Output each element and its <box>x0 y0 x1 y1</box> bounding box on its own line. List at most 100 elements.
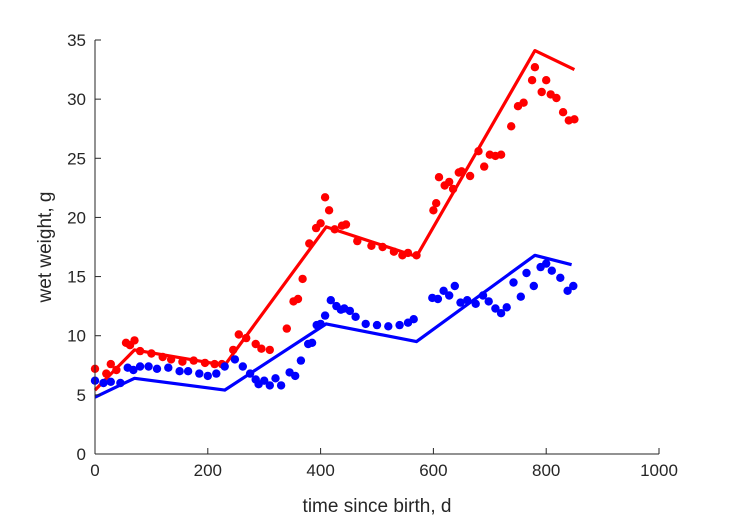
data-point <box>251 339 260 349</box>
data-point <box>203 371 212 381</box>
data-point <box>175 367 184 376</box>
data-point <box>144 362 153 371</box>
data-point <box>478 291 488 300</box>
data-point <box>463 296 472 305</box>
data-point <box>164 363 173 372</box>
series-1 <box>90 253 578 399</box>
data-point <box>220 362 229 371</box>
data-point <box>378 242 387 252</box>
data-point <box>502 303 511 312</box>
x-tick-label: 1000 <box>640 461 678 480</box>
data-point <box>293 294 303 304</box>
data-point <box>519 98 528 107</box>
data-point <box>367 241 376 250</box>
data-point <box>307 338 317 347</box>
data-point <box>353 236 362 246</box>
data-point <box>195 369 204 378</box>
x-tick-label: 200 <box>194 461 222 480</box>
data-point <box>433 294 443 304</box>
data-point <box>330 225 339 234</box>
data-point <box>212 369 221 378</box>
data-point <box>106 359 116 369</box>
data-point <box>491 304 500 313</box>
data-point <box>465 171 475 181</box>
data-point <box>450 281 459 291</box>
y-tick-label: 20 <box>67 208 86 227</box>
y-tick-label: 15 <box>67 268 86 287</box>
data-point <box>484 297 493 306</box>
data-point <box>296 356 306 365</box>
data-point <box>456 298 465 307</box>
data-point <box>569 281 578 291</box>
x-axis: 0 200 400 600 800 1000 <box>90 448 678 480</box>
data-point <box>448 184 458 194</box>
data-point <box>474 147 483 156</box>
data-point <box>445 177 454 187</box>
data-point <box>305 239 314 248</box>
data-point <box>276 381 286 390</box>
data-point <box>439 286 448 295</box>
y-tick-label: 25 <box>67 149 86 168</box>
data-point <box>210 359 219 369</box>
fit-line <box>93 49 576 392</box>
x-axis-label: time since birth, d <box>303 496 452 517</box>
x-tick-label: 600 <box>419 461 447 480</box>
data-point <box>522 268 531 278</box>
x-tick-label: 0 <box>90 461 99 480</box>
data-point <box>102 369 111 378</box>
data-point <box>445 291 454 300</box>
plot-area <box>90 49 579 399</box>
data-point <box>496 309 506 318</box>
data-point <box>257 344 266 353</box>
data-point <box>166 355 176 364</box>
data-point <box>552 93 561 103</box>
data-point <box>471 299 480 308</box>
y-tick-label: 0 <box>77 445 86 464</box>
data-point <box>324 206 334 215</box>
data-point <box>542 259 551 268</box>
data-point <box>291 371 300 381</box>
data-point <box>135 346 145 356</box>
data-point <box>245 369 255 378</box>
data-point <box>234 330 243 339</box>
data-point <box>537 87 546 97</box>
data-point <box>384 322 393 331</box>
data-point <box>112 365 121 375</box>
data-point <box>178 357 187 366</box>
data-point <box>189 356 198 365</box>
x-tick-label: 400 <box>306 461 334 480</box>
data-point <box>147 349 156 358</box>
data-point <box>265 381 274 390</box>
data-point <box>260 376 269 385</box>
data-point <box>432 199 441 208</box>
data-point <box>265 345 274 355</box>
data-point <box>345 306 355 316</box>
data-point <box>230 355 240 364</box>
data-point <box>480 162 489 171</box>
data-point <box>316 219 325 228</box>
y-tick-label: 30 <box>67 90 86 109</box>
y-axis: 0 5 10 15 20 25 30 35 <box>67 31 101 464</box>
data-point <box>158 352 167 362</box>
data-point <box>116 378 125 388</box>
data-point <box>496 150 506 159</box>
data-point <box>556 273 565 282</box>
data-point <box>361 319 370 329</box>
data-point <box>412 251 421 260</box>
data-point <box>242 333 251 343</box>
y-tick-label: 5 <box>77 386 86 405</box>
data-point <box>351 312 360 321</box>
data-point <box>135 362 145 371</box>
data-point <box>403 248 413 258</box>
data-point <box>457 167 466 176</box>
x-tick-label: 800 <box>532 461 560 480</box>
data-point <box>326 296 335 305</box>
data-point <box>429 206 438 215</box>
data-point <box>409 315 418 324</box>
data-point <box>434 173 444 182</box>
data-point <box>316 319 325 329</box>
fit-line <box>94 253 572 399</box>
data-point <box>372 320 382 330</box>
data-point <box>509 278 518 287</box>
